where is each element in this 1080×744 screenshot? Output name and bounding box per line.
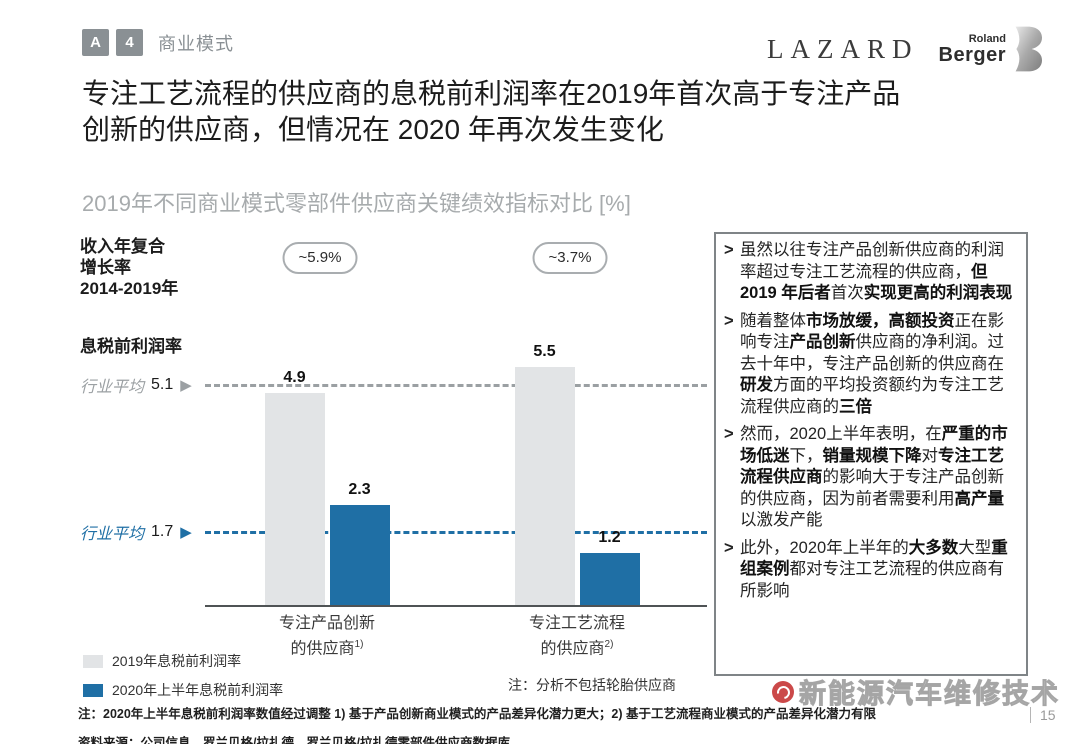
breadcrumb: A 4 商业模式	[82, 29, 234, 56]
industry-average-line	[205, 384, 707, 388]
page-number-divider	[1030, 707, 1031, 723]
bar-2019年息税前利润率	[264, 393, 325, 605]
industry-average-value: 5.1	[151, 376, 174, 394]
bar-2020年上半年息税前利润率	[329, 505, 390, 605]
y-axis-label: 息税前利润率	[80, 337, 182, 356]
page-title: 专注工艺流程的供应商的息税前利润率在2019年首次高于专注产品 创新的供应商，但…	[82, 76, 900, 148]
chart-legend: 2019年息税前利润率 2020年上半年息税前利润率	[83, 651, 283, 709]
logo-area: LAZARD Roland Berger	[767, 26, 1042, 72]
bar-value-label: 5.5	[533, 343, 556, 360]
bullet-marker: >	[724, 425, 734, 443]
watermark-logo-icon	[772, 680, 794, 703]
legend-swatch-icon	[83, 654, 103, 668]
page-number: 15	[1030, 707, 1056, 723]
source-line: 资料来源：公司信息，罗兰贝格/拉扎德，罗兰贝格/拉扎德零部件供应商数据库	[78, 736, 510, 744]
legend-item: 2020年上半年息税前利润率	[83, 680, 283, 700]
x-axis-category-label: 专注产品创新 的供应商1)	[278, 615, 375, 658]
title-line-1: 专注工艺流程的供应商的息税前利润率在2019年首次高于专注产品	[82, 78, 901, 109]
panel-bullet: > 然而，2020上半年表明，在严重的市场低迷下，销量规模下降对专注工艺流程供应商…	[724, 424, 1018, 532]
bullet-text: 此外，2020年上半年的大多数大型重组案例都对专注工艺流程的供应商有所影响	[740, 538, 1008, 600]
x-axis-line	[205, 605, 707, 607]
chapter-box: A	[82, 29, 109, 56]
section-box: 4	[116, 29, 143, 56]
cagr-label: 收入年复合 增长率 2014-2019年	[80, 237, 179, 298]
chart-title: 2019年不同商业模式零部件供应商关键绩效指标对比 [%]	[82, 191, 631, 216]
x-axis-category-label: 专注工艺流程 的供应商2)	[528, 615, 625, 658]
arrow-right-icon: ▶	[180, 523, 192, 541]
title-line-2: 创新的供应商，但情况在 2020 年再次发生变化	[82, 114, 664, 145]
bullet-marker: >	[724, 538, 734, 557]
legend-swatch-icon	[83, 683, 103, 697]
panel-bullet: > 随着整体市场放缓，高额投资正在影响专注产品创新供应商的净利润。过去十年中，专注…	[724, 311, 1018, 419]
berger-text: Berger	[938, 43, 1006, 66]
panel-bullet: > 虽然以往专注产品创新供应商的利润率超过专注工艺流程的供应商，但 2019 年后…	[724, 240, 1018, 305]
key-messages-panel: > 虽然以往专注产品创新供应商的利润率超过专注工艺流程的供应商，但 2019 年后…	[714, 232, 1028, 676]
bullet-text: 随着整体市场放缓，高额投资正在影响专注产品创新供应商的净利润。过去十年中，专注产…	[740, 311, 1004, 416]
slide-footnote: 注：2020年上半年息税前利润率数值经过调整 1) 基于产品创新商业模式的产品差…	[78, 707, 876, 721]
industry-average-text: 行业平均	[80, 379, 145, 397]
bullet-text: 然而，2020上半年表明，在严重的市场低迷下，销量规模下降对专注工艺流程供应商的…	[740, 425, 1008, 529]
breadcrumb-label: 商业模式	[158, 33, 234, 54]
bullet-text: 虽然以往专注产品创新供应商的利润率超过专注工艺流程的供应商，但 2019 年后者…	[740, 241, 1013, 302]
bar-chart: 收入年复合 增长率 2014-2019年 息税前利润率 行业平均 5.1 ▶ 行业平均…	[75, 232, 720, 707]
bullet-marker: >	[724, 241, 734, 259]
bar-2020年上半年息税前利润率	[579, 553, 640, 605]
industry-average-label: 行业平均 5.1 ▶	[80, 373, 192, 397]
legend-label: 2020年上半年息税前利润率	[112, 682, 284, 698]
cagr-pill: ~3.7%	[532, 242, 608, 274]
watermark-text: 新能源汽车维修技术	[799, 679, 1060, 710]
legend-label: 2019年息税前利润率	[112, 653, 242, 669]
bar-2019年息税前利润率	[514, 367, 575, 605]
bar-value-label: 4.9	[283, 369, 306, 386]
legend-item: 2019年息税前利润率	[83, 651, 283, 671]
chart-footnote: 注：分析不包括轮胎供应商	[508, 677, 676, 693]
bar-value-label: 1.2	[598, 529, 621, 546]
watermark: 新能源汽车维修技术	[772, 672, 1060, 711]
cagr-pill: ~5.9%	[282, 242, 358, 274]
roland-berger-b-icon	[1015, 26, 1042, 72]
industry-average-text: 行业平均	[80, 526, 145, 544]
lazard-logo: LAZARD	[767, 33, 919, 64]
industry-average-value: 1.7	[151, 523, 174, 541]
roland-text: Roland	[968, 32, 1006, 45]
industry-average-label: 行业平均 1.7 ▶	[80, 520, 192, 544]
panel-bullet: > 此外，2020年上半年的大多数大型重组案例都对专注工艺流程的供应商有所影响	[724, 538, 1018, 603]
arrow-right-icon: ▶	[180, 376, 192, 394]
industry-average-line	[205, 531, 707, 535]
bullet-marker: >	[724, 311, 734, 330]
bar-value-label: 2.3	[348, 481, 371, 498]
roland-berger-logo: Roland Berger	[939, 26, 1042, 72]
